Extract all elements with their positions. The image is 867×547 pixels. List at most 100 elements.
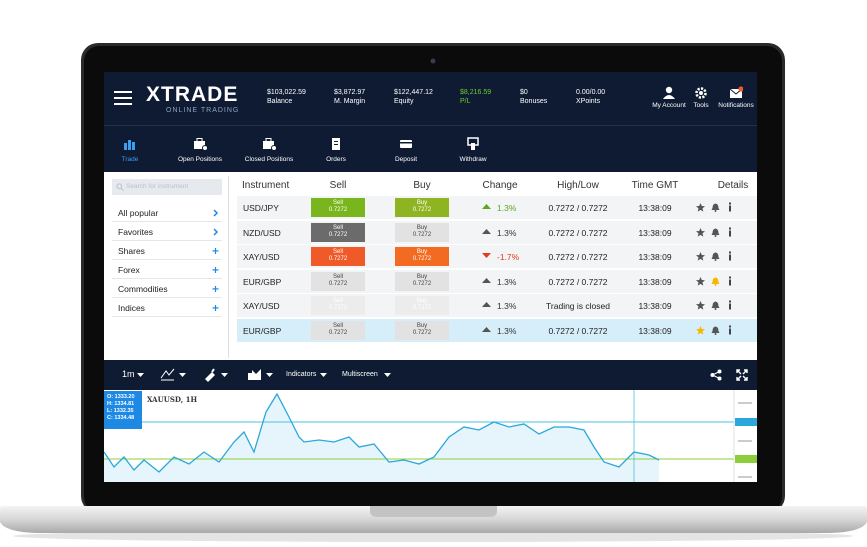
alert-bell[interactable] <box>711 203 720 212</box>
nav-icon[interactable] <box>466 137 480 151</box>
alert-bell[interactable] <box>711 277 720 286</box>
buy-button[interactable]: Buy 0.7272 <box>395 296 449 315</box>
buy-button[interactable]: Buy 0.7272 <box>395 320 449 340</box>
info-icon[interactable] <box>728 300 732 310</box>
circle-shape <box>714 308 717 310</box>
caret[interactable] <box>320 373 327 378</box>
rect-shape <box>400 140 412 148</box>
action-label[interactable]: Tools <box>693 102 709 109</box>
caret[interactable] <box>179 373 186 378</box>
sell-price: 0.7272 <box>328 280 348 287</box>
sidebar-item[interactable]: Forex <box>112 260 222 279</box>
table-row[interactable] <box>237 220 757 244</box>
sidebar-icon[interactable] <box>212 285 219 293</box>
caret[interactable] <box>137 373 144 378</box>
action-icon[interactable] <box>729 86 743 100</box>
fullscreen-icon[interactable] <box>736 369 748 381</box>
alert-bell[interactable] <box>711 252 720 261</box>
sell-button[interactable]: Sell 0.7272 <box>311 198 365 217</box>
nav-item[interactable]: Deposit <box>394 156 418 163</box>
share-icon[interactable] <box>710 369 722 381</box>
change: 1.3% <box>497 276 517 287</box>
sell-button[interactable]: Sell 0.7272 <box>311 271 365 291</box>
nav-item[interactable]: Withdraw <box>459 156 487 163</box>
circle-shape <box>202 145 207 151</box>
info-icon[interactable] <box>728 202 732 212</box>
nav-icon[interactable] <box>399 137 413 151</box>
nav-icon[interactable] <box>193 137 207 151</box>
sell-button[interactable]: Sell 0.7272 <box>311 247 365 266</box>
caret[interactable] <box>384 373 391 378</box>
action-label[interactable]: Notifications <box>718 102 754 109</box>
buy-button[interactable]: Buy 0.7272 <box>395 198 449 217</box>
table-row[interactable] <box>237 196 757 219</box>
sidebar-icon[interactable] <box>212 247 219 255</box>
action-label[interactable]: My Account <box>652 102 686 109</box>
sidebar-item[interactable]: Indices <box>112 298 222 317</box>
info-icon[interactable] <box>728 325 732 335</box>
tool-icon[interactable] <box>160 367 175 382</box>
path-shape <box>482 253 491 258</box>
rect-shape <box>729 300 731 303</box>
alert-bell[interactable] <box>711 301 720 310</box>
sidebar-icon[interactable] <box>212 228 219 236</box>
alert-bell[interactable] <box>711 326 720 335</box>
sidebar-icon[interactable] <box>212 209 219 217</box>
menu-bar[interactable] <box>114 97 132 99</box>
sidebar-icon[interactable] <box>212 266 219 274</box>
search-box[interactable] <box>112 179 222 195</box>
toolbar-item[interactable]: Multiscreen <box>342 371 378 378</box>
favorite-star[interactable] <box>696 276 705 286</box>
tool-icon[interactable] <box>202 367 217 382</box>
favorite-star[interactable] <box>696 203 705 212</box>
toolbar-item[interactable]: Indicators <box>286 371 317 378</box>
table-row[interactable] <box>237 318 757 342</box>
action-icon[interactable] <box>662 86 676 100</box>
table-row[interactable] <box>237 294 757 317</box>
rect-shape <box>214 267 217 273</box>
tool-icon[interactable] <box>247 367 262 382</box>
info-icon[interactable] <box>728 251 732 261</box>
menu-bar[interactable] <box>114 103 132 105</box>
caret[interactable] <box>221 373 228 378</box>
nav-item[interactable]: Closed Positions <box>244 156 294 163</box>
price-chart <box>104 390 757 482</box>
sidebar-item[interactable]: All popular <box>112 203 222 222</box>
favorite-star[interactable] <box>696 252 705 261</box>
favorite-star[interactable] <box>696 227 705 237</box>
buy-button[interactable]: Buy 0.7272 <box>395 247 449 266</box>
nav-item[interactable]: Orders <box>326 156 346 163</box>
sell-button[interactable]: Sell 0.7272 <box>311 222 365 242</box>
nav-icon[interactable] <box>123 137 137 151</box>
alert-bell[interactable] <box>711 228 720 237</box>
buy-button[interactable]: Buy 0.7272 <box>395 271 449 291</box>
favorite-star[interactable] <box>696 301 705 310</box>
nav-item[interactable]: Trade <box>121 156 139 163</box>
nav-icon[interactable] <box>329 137 343 151</box>
rect-shape <box>729 230 731 236</box>
sidebar-item[interactable]: Favorites <box>112 222 222 241</box>
buy-button[interactable]: Buy 0.7272 <box>395 222 449 242</box>
path-shape <box>221 373 228 377</box>
nav-icon[interactable] <box>262 137 276 151</box>
menu-bar[interactable] <box>114 91 132 93</box>
info-icon[interactable] <box>728 227 732 237</box>
favorite-star[interactable] <box>696 325 705 335</box>
table-row[interactable] <box>237 245 757 268</box>
sidebar-item[interactable]: Commodities <box>112 279 222 298</box>
action-icon[interactable] <box>694 86 708 100</box>
sidebar-item[interactable]: Shares <box>112 241 222 260</box>
path-shape <box>736 369 748 381</box>
buy-price: 0.7272 <box>412 256 432 262</box>
table-row[interactable] <box>237 269 757 293</box>
sidebar-icon[interactable] <box>212 304 219 312</box>
path-shape <box>696 252 705 261</box>
sidebar-divider <box>228 176 229 358</box>
sell-button[interactable]: Sell 0.7272 <box>311 296 365 315</box>
caret[interactable] <box>266 373 273 378</box>
nav-item[interactable]: Open Positions <box>177 156 223 163</box>
info-icon[interactable] <box>728 276 732 286</box>
timeframe[interactable]: 1m <box>122 369 135 379</box>
buy-label: Buy <box>416 322 428 329</box>
sell-button[interactable]: Sell 0.7272 <box>311 320 365 340</box>
